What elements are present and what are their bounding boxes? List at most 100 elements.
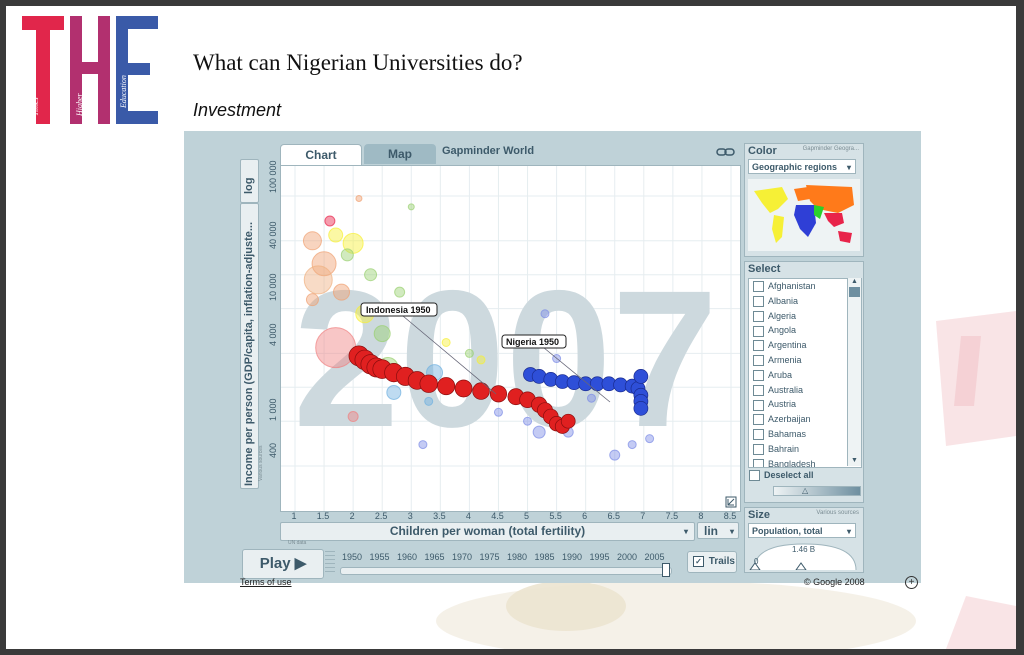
country-item[interactable]: Australia (753, 383, 803, 398)
timeline-year[interactable]: 1960 (396, 552, 418, 562)
size-dropdown[interactable]: Population, total ▾ (748, 523, 856, 538)
country-bubble[interactable] (373, 325, 391, 343)
country-list[interactable]: Afghanistan Albania Algeria Angola Argentina… (748, 278, 862, 468)
country-item[interactable]: Armenia (753, 353, 802, 368)
country-bubble[interactable] (394, 286, 406, 298)
indonesia-trail-point[interactable] (419, 374, 438, 393)
country-bubble[interactable] (441, 337, 451, 347)
country-bubble[interactable] (355, 195, 363, 203)
country-item[interactable]: Albania (753, 294, 798, 309)
timeline-year[interactable]: 1955 (369, 552, 390, 562)
scroll-up-icon[interactable]: ▲ (851, 278, 858, 285)
color-dropdown[interactable]: Geographic regions ▾ (748, 159, 856, 174)
timeline-year[interactable]: 2000 (616, 552, 638, 562)
checkbox-icon[interactable] (753, 281, 764, 293)
country-item[interactable]: Austria (753, 397, 796, 412)
play-button[interactable]: Play ▶ (242, 549, 324, 579)
indonesia-trail-point[interactable] (560, 413, 576, 429)
indonesia-trail-point[interactable] (472, 382, 490, 400)
country-bubble[interactable] (418, 440, 428, 450)
country-bubble[interactable] (476, 355, 486, 365)
speed-control[interactable] (325, 551, 335, 575)
x-axis-selector[interactable]: Children per woman (total fertility) ▾ (280, 522, 695, 541)
timeline-year[interactable]: 1985 (534, 552, 555, 562)
timeline-year[interactable]: 1990 (561, 552, 583, 562)
country-bubble[interactable] (586, 393, 596, 403)
country-bubble[interactable] (324, 215, 336, 227)
timeline-year[interactable]: 1950 (341, 552, 363, 562)
country-bubble[interactable] (305, 293, 319, 307)
size-legend[interactable]: 1.46 B 0 (748, 540, 860, 570)
tab-chart[interactable]: Chart (280, 144, 362, 166)
scroll-thumb[interactable] (849, 287, 860, 297)
checkbox-icon[interactable] (753, 310, 764, 322)
trails-toggle[interactable]: ✓ Trails (687, 551, 737, 573)
country-item[interactable]: Aruba (753, 368, 792, 383)
country-bubble[interactable] (609, 449, 621, 461)
country-bubble[interactable] (364, 268, 378, 282)
checkbox-icon[interactable] (753, 414, 764, 426)
country-scrollbar[interactable]: ▲ ▼ (847, 278, 861, 466)
checkbox-icon[interactable] (753, 340, 764, 352)
country-bubble[interactable] (540, 309, 550, 319)
deselect-all-button[interactable]: Deselect all (749, 470, 814, 482)
country-item[interactable]: Angola (753, 323, 796, 338)
checkbox-icon[interactable] (753, 384, 764, 396)
y-axis-selector[interactable]: Income per person (GDP/capita, inflation… (240, 203, 259, 489)
scroll-down-icon[interactable]: ▼ (851, 457, 858, 464)
checkbox-icon[interactable] (753, 429, 764, 441)
country-bubble[interactable] (303, 265, 333, 295)
link-icon[interactable] (716, 146, 736, 158)
nigeria-trail-point[interactable] (633, 369, 649, 384)
country-item[interactable]: Afghanistan (753, 279, 816, 294)
terms-link[interactable]: Terms of use (240, 577, 292, 587)
opacity-slider[interactable]: △ (773, 486, 861, 496)
timeline-handle[interactable] (662, 563, 670, 577)
country-bubble[interactable] (493, 407, 503, 417)
country-item[interactable]: Bahrain (753, 442, 799, 457)
timeline-year[interactable]: 1980 (506, 552, 528, 562)
checkbox-icon[interactable] (753, 325, 764, 337)
country-bubble[interactable] (328, 227, 344, 243)
country-bubble[interactable] (645, 434, 655, 444)
country-bubble[interactable] (464, 348, 474, 358)
zoom-icon[interactable]: + (905, 576, 918, 589)
timeline-year[interactable]: 1975 (479, 552, 500, 562)
country-bubble[interactable] (347, 411, 359, 423)
country-bubble[interactable] (407, 203, 415, 211)
checkbox-icon[interactable] (753, 369, 764, 381)
timeline-year[interactable]: 1965 (424, 552, 445, 562)
country-item[interactable]: Bangladesh (753, 457, 816, 467)
country-bubble[interactable] (627, 440, 637, 450)
country-item[interactable]: Bahamas (753, 427, 806, 442)
checkbox-icon[interactable] (753, 443, 764, 455)
indonesia-trail-point[interactable] (454, 379, 473, 398)
country-bubble[interactable] (386, 384, 402, 400)
country-bubble[interactable] (302, 231, 322, 251)
timeline-year[interactable]: 1970 (451, 552, 473, 562)
country-bubble[interactable] (424, 396, 434, 406)
timeline[interactable]: 1950 1955 1960 1965 1970 1975 1980 1985 1990 1995… (340, 549, 680, 577)
country-item[interactable]: Azerbaijan (753, 412, 811, 427)
checkbox-icon[interactable] (753, 399, 764, 411)
country-item[interactable]: Algeria (753, 309, 796, 324)
chart-plot-area[interactable]: 2007 Indonesia 1950 Nigeria 1950 (280, 165, 741, 512)
country-bubble[interactable] (532, 425, 546, 439)
checkbox-icon[interactable] (753, 355, 764, 367)
tab-map[interactable]: Map (364, 144, 436, 164)
nigeria-trail-point[interactable] (633, 401, 649, 416)
country-bubble[interactable] (333, 283, 351, 301)
indonesia-trail-point[interactable] (437, 377, 456, 396)
timeline-year[interactable]: 2005 (644, 552, 665, 562)
timeline-year[interactable]: 1995 (589, 552, 610, 562)
checkbox-icon[interactable] (753, 295, 764, 307)
country-bubble[interactable] (311, 251, 337, 277)
country-bubble[interactable] (340, 248, 354, 262)
y-scale-selector[interactable]: log (240, 159, 259, 203)
country-bubble[interactable] (315, 327, 357, 369)
country-item[interactable]: Argentina (753, 338, 807, 353)
world-map-icon[interactable] (748, 179, 860, 251)
country-bubble[interactable] (523, 416, 533, 426)
checkbox-icon[interactable] (753, 458, 764, 467)
indonesia-trail-point[interactable] (489, 385, 508, 403)
